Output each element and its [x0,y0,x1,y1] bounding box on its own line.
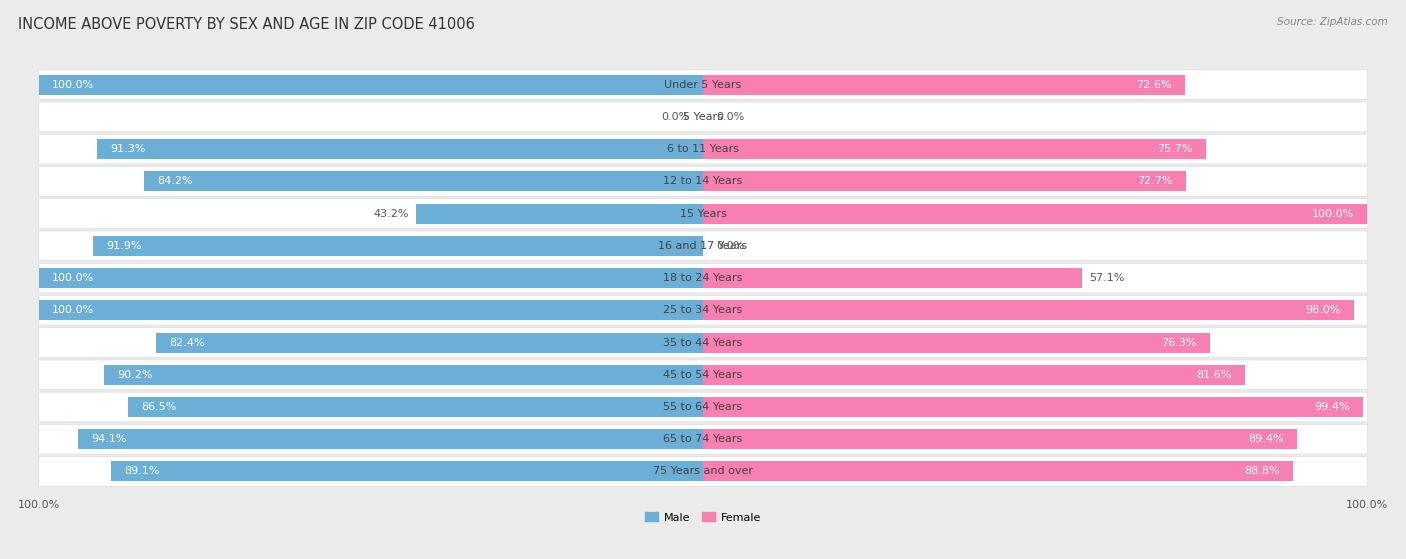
Text: 72.7%: 72.7% [1137,176,1173,186]
Bar [39,75,703,94]
Text: 25 to 34 Years: 25 to 34 Years [664,305,742,315]
Text: 88.8%: 88.8% [1244,466,1279,476]
Text: 100.0%: 100.0% [52,305,94,315]
Text: 12 to 14 Years: 12 to 14 Years [664,176,742,186]
Text: INCOME ABOVE POVERTY BY SEX AND AGE IN ZIP CODE 41006: INCOME ABOVE POVERTY BY SEX AND AGE IN Z… [18,17,475,32]
Text: 75.7%: 75.7% [1157,144,1192,154]
Bar [703,333,1209,353]
Text: 55 to 64 Years: 55 to 64 Years [664,402,742,412]
Bar [77,429,703,449]
Bar [703,365,1246,385]
Bar [128,397,703,417]
Text: Source: ZipAtlas.com: Source: ZipAtlas.com [1277,17,1388,27]
FancyBboxPatch shape [38,134,1368,164]
Bar [111,462,703,481]
Bar [703,397,1364,417]
Bar [703,139,1206,159]
Text: 86.5%: 86.5% [142,402,177,412]
FancyBboxPatch shape [38,457,1368,486]
Bar [703,300,1354,320]
Text: 15 Years: 15 Years [679,209,727,219]
Text: 98.0%: 98.0% [1305,305,1341,315]
Text: 76.3%: 76.3% [1161,338,1197,348]
Legend: Male, Female: Male, Female [641,508,765,527]
Text: 75 Years and over: 75 Years and over [652,466,754,476]
Text: 81.6%: 81.6% [1197,369,1232,380]
Bar [703,429,1296,449]
Text: 82.4%: 82.4% [169,338,204,348]
Text: 5 Years: 5 Years [683,112,723,122]
Text: 72.6%: 72.6% [1136,79,1173,89]
FancyBboxPatch shape [38,70,1368,100]
Text: 57.1%: 57.1% [1088,273,1125,283]
FancyBboxPatch shape [38,231,1368,260]
Text: 94.1%: 94.1% [91,434,127,444]
Text: 16 and 17 Years: 16 and 17 Years [658,241,748,251]
FancyBboxPatch shape [38,263,1368,293]
Bar [703,462,1294,481]
Bar [416,203,703,224]
FancyBboxPatch shape [38,424,1368,454]
Bar [703,203,1367,224]
Text: 35 to 44 Years: 35 to 44 Years [664,338,742,348]
Text: 91.9%: 91.9% [105,241,142,251]
FancyBboxPatch shape [38,360,1368,390]
Text: 89.4%: 89.4% [1249,434,1284,444]
Text: 0.0%: 0.0% [716,112,745,122]
Text: 100.0%: 100.0% [52,273,94,283]
FancyBboxPatch shape [38,296,1368,325]
Text: 0.0%: 0.0% [661,112,690,122]
Text: Under 5 Years: Under 5 Years [665,79,741,89]
Text: 84.2%: 84.2% [157,176,193,186]
Text: 0.0%: 0.0% [716,241,745,251]
Bar [156,333,703,353]
Text: 43.2%: 43.2% [374,209,409,219]
Text: 89.1%: 89.1% [124,466,160,476]
Text: 91.3%: 91.3% [110,144,145,154]
Text: 90.2%: 90.2% [117,369,153,380]
Bar [93,236,703,256]
Bar [97,139,703,159]
Bar [104,365,703,385]
FancyBboxPatch shape [38,102,1368,132]
Bar [143,172,703,191]
FancyBboxPatch shape [38,328,1368,357]
Bar [39,300,703,320]
Text: 6 to 11 Years: 6 to 11 Years [666,144,740,154]
FancyBboxPatch shape [38,167,1368,196]
Bar [703,75,1185,94]
Text: 45 to 54 Years: 45 to 54 Years [664,369,742,380]
Text: 18 to 24 Years: 18 to 24 Years [664,273,742,283]
FancyBboxPatch shape [38,199,1368,229]
Text: 65 to 74 Years: 65 to 74 Years [664,434,742,444]
Text: 100.0%: 100.0% [52,79,94,89]
Bar [703,172,1185,191]
FancyBboxPatch shape [38,392,1368,422]
Text: 100.0%: 100.0% [1312,209,1354,219]
Bar [39,268,703,288]
Bar [703,268,1083,288]
Text: 99.4%: 99.4% [1315,402,1350,412]
